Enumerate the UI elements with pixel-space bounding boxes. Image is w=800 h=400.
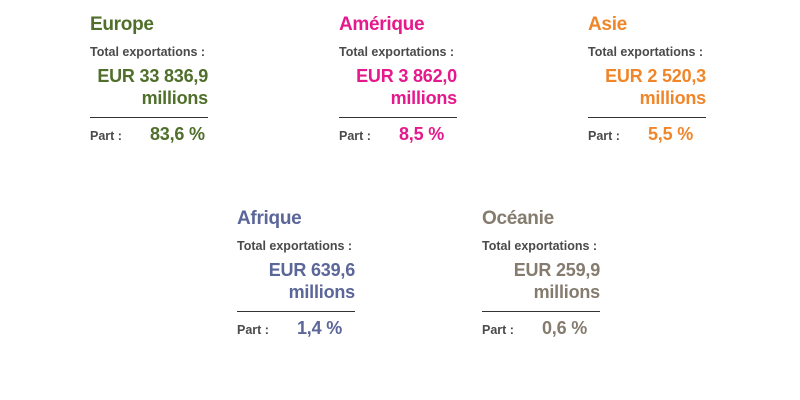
amount-line-1: EUR 3 862,0 — [356, 66, 457, 86]
amount-line-2: millions — [390, 88, 458, 108]
share-value: 8,5 % — [399, 124, 445, 144]
share-value: 83,6 % — [150, 124, 205, 144]
region-block-asie: Asie Total exportations : EUR 2 520,3 mi… — [588, 14, 748, 145]
total-exports-label: Total exportations : — [339, 45, 455, 59]
region-name: Océanie — [482, 208, 554, 229]
share-label: Part : — [237, 323, 269, 337]
total-exports-value: EUR 3 862,0 millions — [339, 65, 457, 109]
divider — [482, 311, 600, 312]
share-value: 0,6 % — [542, 318, 588, 338]
share-row: Part : 83,6 % — [90, 124, 218, 145]
region-name: Afrique — [237, 208, 302, 229]
amount-line-2: millions — [639, 88, 707, 108]
region-block-europe: Europe Total exportations : EUR 33 836,9… — [90, 14, 250, 145]
total-exports-label: Total exportations : — [588, 45, 704, 59]
total-exports-value: EUR 259,9 millions — [482, 259, 600, 303]
share-row: Part : 8,5 % — [339, 124, 467, 145]
total-exports-value: EUR 2 520,3 millions — [588, 65, 706, 109]
share-row: Part : 1,4 % — [237, 318, 365, 339]
share-label: Part : — [482, 323, 514, 337]
share-row: Part : 5,5 % — [588, 124, 716, 145]
total-exports-label: Total exportations : — [482, 239, 598, 253]
amount-line-2: millions — [288, 282, 356, 302]
share-value: 1,4 % — [297, 318, 343, 338]
share-row: Part : 0,6 % — [482, 318, 610, 339]
divider — [90, 117, 208, 118]
total-exports-label: Total exportations : — [90, 45, 206, 59]
total-exports-value: EUR 639,6 millions — [237, 259, 355, 303]
total-exports-label: Total exportations : — [237, 239, 353, 253]
share-label: Part : — [339, 129, 371, 143]
share-label: Part : — [588, 129, 620, 143]
share-value: 5,5 % — [648, 124, 694, 144]
region-block-afrique: Afrique Total exportations : EUR 639,6 m… — [237, 208, 397, 339]
amount-line-1: EUR 639,6 — [268, 260, 355, 280]
region-block-amerique: Amérique Total exportations : EUR 3 862,… — [339, 14, 499, 145]
region-name: Europe — [90, 14, 154, 35]
divider — [588, 117, 706, 118]
total-exports-value: EUR 33 836,9 millions — [90, 65, 208, 109]
amount-line-2: millions — [533, 282, 601, 302]
amount-line-1: EUR 259,9 — [513, 260, 600, 280]
share-label: Part : — [90, 129, 122, 143]
region-name: Amérique — [339, 14, 425, 35]
amount-line-1: EUR 2 520,3 — [605, 66, 706, 86]
amount-line-1: EUR 33 836,9 — [97, 66, 208, 86]
region-block-oceanie: Océanie Total exportations : EUR 259,9 m… — [482, 208, 642, 339]
divider — [237, 311, 355, 312]
divider — [339, 117, 457, 118]
amount-line-2: millions — [141, 88, 209, 108]
region-name: Asie — [588, 14, 627, 35]
